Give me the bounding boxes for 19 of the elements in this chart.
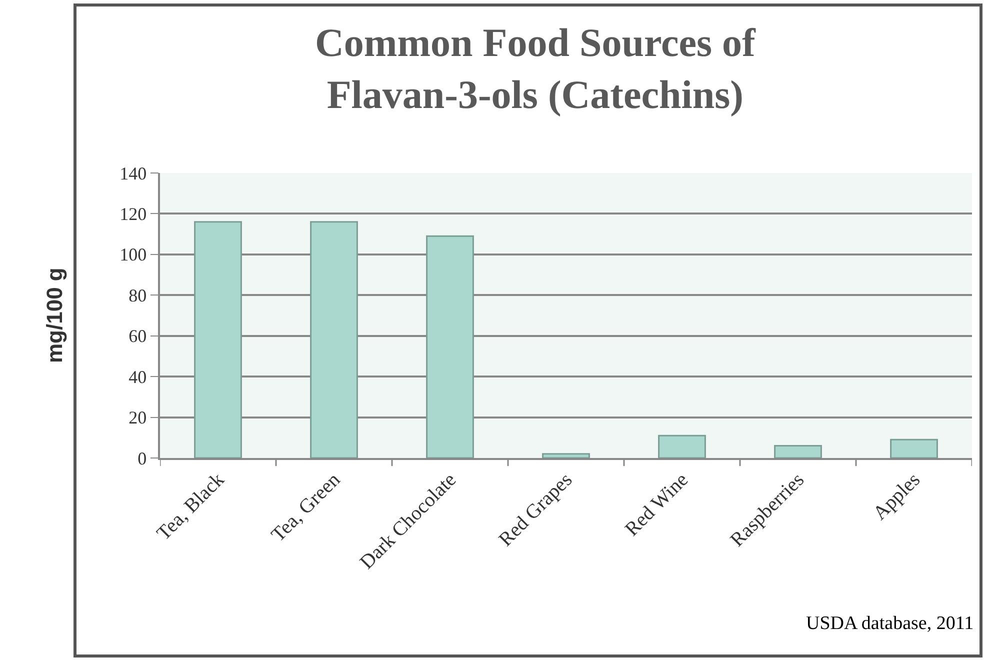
bar [774,445,822,458]
bar [426,235,474,458]
y-tick-label: 20 [128,408,147,428]
y-tick-label: 0 [138,448,147,468]
bar [194,221,242,458]
y-tick-label: 60 [128,326,147,346]
chart-title: Common Food Sources of Flavan-3-ols (Catechins) [315,20,756,117]
bar [310,221,358,458]
bar [890,438,938,458]
bar [658,434,706,458]
y-tick-label: 100 [120,244,147,265]
y-tick-label: 120 [120,204,147,224]
x-tick-label: Red Wine [620,468,693,540]
y-tick-label: 80 [128,285,147,306]
bar [542,453,590,458]
y-tick-label: 140 [120,163,147,184]
y-axis-title: mg/100 g [42,268,67,363]
y-tick-label: 40 [128,366,147,387]
text: USDA database, 2011 [806,613,974,634]
